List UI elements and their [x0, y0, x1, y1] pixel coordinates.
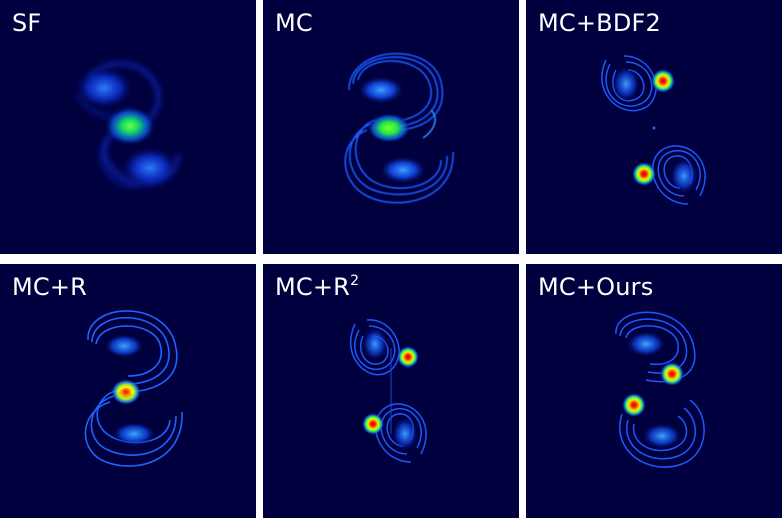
panel-mc-bdf2: MC+BDF2	[526, 0, 782, 254]
vortex-image-mc-bdf2	[601, 55, 706, 205]
vortex-image-mc-r	[84, 310, 183, 467]
panel-label: MC+R2	[275, 273, 360, 301]
superscript: 2	[350, 273, 360, 289]
vortex-image-sf	[74, 60, 181, 190]
vortex-image-mc-ours	[615, 311, 705, 468]
vortex-image-mc	[344, 52, 454, 204]
panel-mc-r: MC+R	[0, 264, 256, 518]
panel-mc-r2: MC+R2	[263, 264, 519, 518]
panel-label: MC+BDF2	[538, 9, 661, 37]
panel-label: SF	[12, 9, 42, 37]
panel-mc: MC	[263, 0, 519, 254]
panel-label: MC+R	[12, 273, 88, 301]
panel-sf: SF	[0, 0, 256, 254]
panel-label: MC+Ours	[538, 273, 654, 301]
panel-mc-ours: MC+Ours	[526, 264, 782, 518]
vortex-image-mc-r2	[349, 319, 427, 463]
panel-label: MC	[275, 9, 313, 37]
